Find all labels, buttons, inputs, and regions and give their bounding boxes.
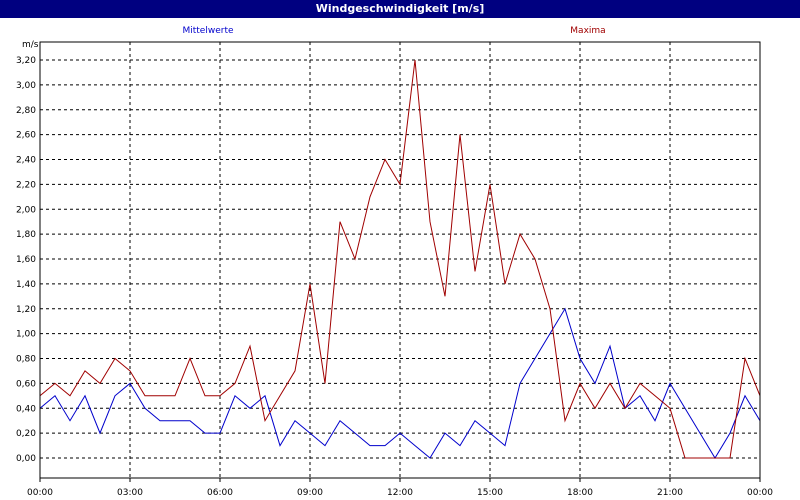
x-tick-time: 06:00	[207, 488, 233, 498]
y-tick-label: 2,40	[16, 156, 36, 166]
x-ticks: 00:0010.09.2303:0010.09.2306:0010.09.230…	[27, 478, 773, 498]
x-tick-time: 00:00	[747, 488, 773, 498]
chart-title: Windgeschwindigkeit [m/s]	[0, 0, 800, 18]
y-tick-label: 2,00	[16, 205, 36, 215]
legend-mittelwerte: Mittelwerte	[182, 26, 233, 36]
y-tick-label: 1,40	[16, 280, 36, 290]
x-tick-time: 15:00	[477, 488, 503, 498]
y-tick-label: 0,20	[16, 429, 36, 439]
y-tick-label: 1,60	[16, 255, 36, 265]
y-tick-label: 3,00	[16, 81, 36, 91]
y-tick-label: 0,40	[16, 404, 36, 414]
y-tick-label: 2,60	[16, 131, 36, 141]
legend-maxima: Maxima	[570, 26, 605, 36]
x-tick-time: 03:00	[117, 488, 143, 498]
x-tick-time: 00:00	[27, 488, 53, 498]
y-tick-label: 2,80	[16, 106, 36, 116]
x-tick-time: 21:00	[657, 488, 683, 498]
y-tick-label: 3,20	[16, 56, 36, 66]
y-tick-label: 2,20	[16, 180, 36, 190]
series-lines	[39, 59, 761, 459]
y-ticks: 0,00 0,20 0,40 0,60 0,80 1,00 1,20 1,40 1,60 1,80…	[16, 56, 36, 464]
y-tick-label: 1,00	[16, 330, 36, 340]
series-line-mittelwerte	[39, 307, 761, 459]
y-tick-label: 0,60	[16, 379, 36, 389]
grid	[40, 42, 760, 478]
x-tick-time: 18:00	[567, 488, 593, 498]
series-line-maxima	[39, 59, 761, 459]
x-tick-time: 09:00	[297, 488, 323, 498]
y-axis-label: m/s	[22, 40, 39, 50]
plot-frame	[39, 41, 761, 479]
y-tick-label: 1,20	[16, 305, 36, 315]
y-tick-label: 1,80	[16, 230, 36, 240]
y-tick-label: 0,00	[16, 454, 36, 464]
y-tick-label: 0,80	[16, 355, 36, 365]
x-tick-time: 12:00	[387, 488, 413, 498]
chart-plot: Mittelwerte Maxima m/s 0,000,200,400,600…	[16, 26, 773, 498]
